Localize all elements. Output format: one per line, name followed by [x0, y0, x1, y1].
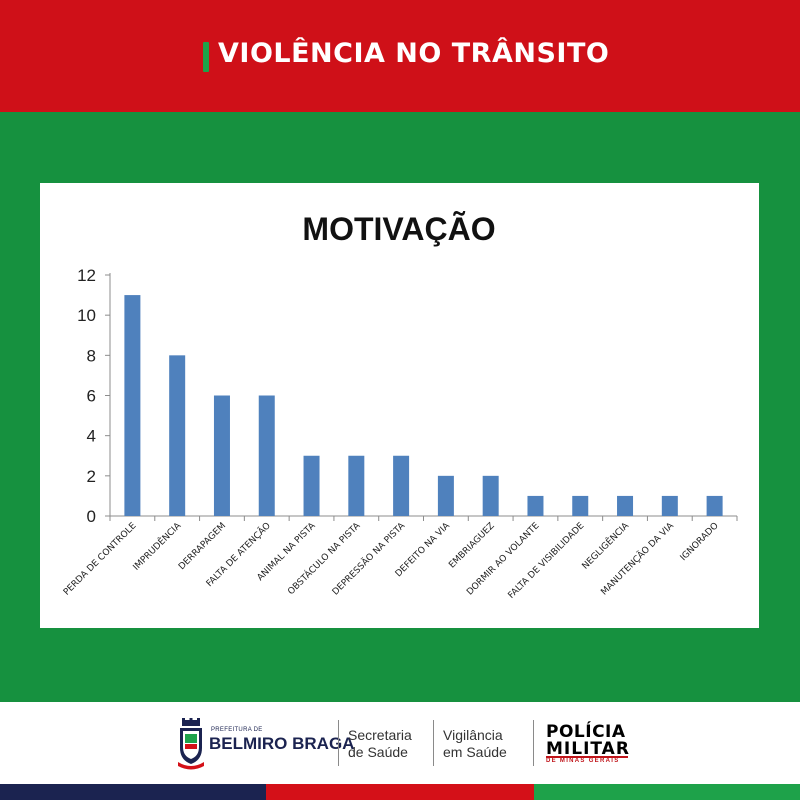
bar: [527, 495, 544, 516]
footer-logos: [0, 702, 800, 784]
x-tick-label: DERRAPAGEM: [177, 521, 228, 572]
bar: [437, 475, 454, 516]
footer-divider: [533, 720, 534, 766]
stripe-navy: [0, 784, 266, 800]
secretaria-line2: de Saúde: [348, 744, 408, 760]
secretaria-line1: Secretaria: [348, 727, 412, 743]
chart-card: MOTIVAÇÃO 0 2 4 6 8 10 12 PERDA DE CONTROLE IMPRU…: [40, 183, 759, 628]
x-tick-label: EMBRIAGUEZ: [447, 521, 496, 570]
bar: [393, 455, 410, 516]
x-tick-label: NEGLIGÊNCIA: [579, 519, 632, 572]
prefeitura-label: PREFEITURA DE: [211, 727, 263, 733]
bar-chart: MOTIVAÇÃO 0 2 4 6 8 10 12 PERDA DE CONTROLEIMPRU…: [62, 211, 738, 601]
x-tick-label: IGNORADO: [679, 521, 721, 563]
bar: [258, 395, 275, 516]
footer-divider: [338, 720, 339, 766]
footer-divider: [433, 720, 434, 766]
x-tick-label: PERDA DE CONTROLE: [62, 521, 139, 598]
bar: [661, 495, 678, 516]
bar: [482, 475, 499, 516]
y-tick-label: 10: [77, 306, 96, 325]
vigilancia-line2: em Saúde: [443, 744, 507, 760]
y-tick-label: 8: [87, 346, 96, 365]
prefeitura-name: BELMIRO BRAGA: [209, 734, 355, 753]
city-crest-icon: [178, 718, 204, 770]
bottom-stripes: [0, 784, 800, 800]
stripe-green: [534, 784, 800, 800]
x-tick-label: FALTA DE VISIBILIDADE: [507, 521, 587, 601]
y-tick-label: 4: [87, 427, 96, 446]
vigilancia-line1: Vigilância: [443, 727, 503, 743]
bar: [617, 495, 634, 516]
bar: [303, 455, 320, 516]
y-tick-label: 6: [87, 387, 96, 406]
x-tick-label: DORMIR AO VOLANTE: [465, 521, 542, 598]
chart-title: MOTIVAÇÃO: [302, 211, 495, 247]
bar: [124, 295, 141, 516]
policia-underline: [546, 756, 628, 758]
x-tick-label: OBSTÁCULO NA PISTA: [285, 519, 363, 597]
y-tick-label: 2: [87, 467, 96, 486]
bar: [572, 495, 589, 516]
policia-line3: DE MINAS GERAIS: [546, 758, 620, 764]
policia-line1: POLÍCIA: [546, 722, 626, 742]
x-tick-label: MANUTENÇÃO DA VIA: [599, 520, 677, 598]
header-banner: VIOLÊNCIA NO TRÂNSITO: [0, 0, 800, 112]
bar: [213, 395, 230, 516]
y-tick-label: 0: [87, 507, 96, 526]
bar: [169, 355, 186, 516]
y-tick-label: 12: [77, 266, 96, 285]
x-tick-label: IMPRUDÊNCIA: [130, 519, 184, 573]
stripe-red: [266, 784, 534, 800]
page-title: VIOLÊNCIA NO TRÂNSITO: [218, 38, 610, 69]
title-accent-bar: [203, 42, 209, 72]
x-tick-label: DEPRESSÃO NA PISTA: [330, 520, 408, 598]
bar: [706, 495, 723, 516]
bar: [348, 455, 365, 516]
policia-line2: MILITAR: [546, 739, 630, 759]
